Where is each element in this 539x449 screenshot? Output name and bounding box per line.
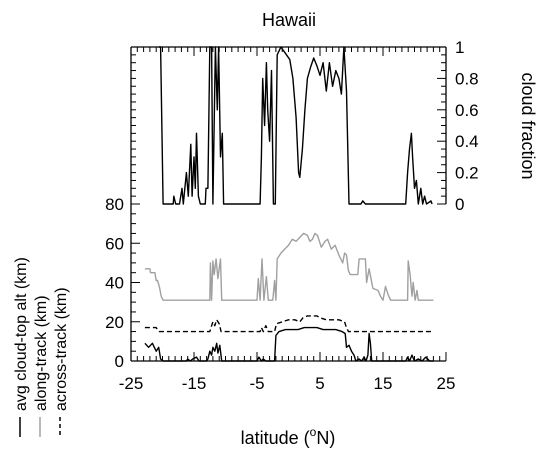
y-tick-label: 80	[105, 195, 124, 214]
chart-title: Hawaii	[262, 10, 316, 30]
series-along-track-km	[144, 232, 434, 301]
x-tick-label: 5	[315, 374, 324, 393]
x-tick-label: 25	[437, 374, 456, 393]
legend-entry-along-track: along-track (km)	[33, 295, 50, 437]
x-axis-ticks: -25 -15 -5 5 15 25	[119, 47, 456, 393]
series-cloud-fraction	[158, 46, 433, 205]
right-tick-label: 0	[455, 195, 464, 214]
y-tick-label: 0	[115, 352, 124, 371]
legend: avg cloud-top alt (km) along-track (km) …	[13, 257, 70, 437]
right-tick-label: 0.6	[455, 101, 479, 120]
series-layer	[144, 46, 434, 362]
right-tick-label: 0.4	[455, 132, 479, 151]
legend-label-along-track: along-track (km)	[33, 295, 50, 411]
right-tick-label: 0.2	[455, 164, 479, 183]
y-axis-ticks: 0 20 40 60 80	[105, 46, 140, 371]
series-avg-cloud-top-alt-km	[144, 326, 434, 362]
x-tick-label: -15	[182, 374, 207, 393]
legend-label-cloud-top: avg cloud-top alt (km)	[13, 257, 30, 411]
x-tick-label: -5	[249, 374, 264, 393]
legend-entry-across-track: across-track (km)	[53, 287, 70, 437]
right-axis-label: cloud fraction	[518, 72, 538, 179]
x-axis-label: latitude (oN)	[241, 425, 336, 448]
series-across-track-km	[144, 315, 434, 333]
legend-entry-cloud-top: avg cloud-top alt (km)	[13, 257, 30, 437]
right-tick-label: 1	[455, 38, 464, 57]
x-axis-label-tail: N)	[316, 428, 335, 448]
x-axis-label-superscript: o	[310, 425, 317, 439]
y-tick-label: 20	[105, 313, 124, 332]
x-tick-label: 15	[374, 374, 393, 393]
y-tick-label: 40	[105, 274, 124, 293]
legend-label-across-track: across-track (km)	[53, 287, 70, 411]
y-tick-label: 60	[105, 234, 124, 253]
x-tick-label: -25	[119, 374, 144, 393]
right-axis-ticks: 0 0.2 0.4 0.6 0.8 1	[437, 38, 479, 214]
right-tick-label: 0.8	[455, 69, 479, 88]
x-axis-label-main: latitude (	[241, 428, 310, 448]
